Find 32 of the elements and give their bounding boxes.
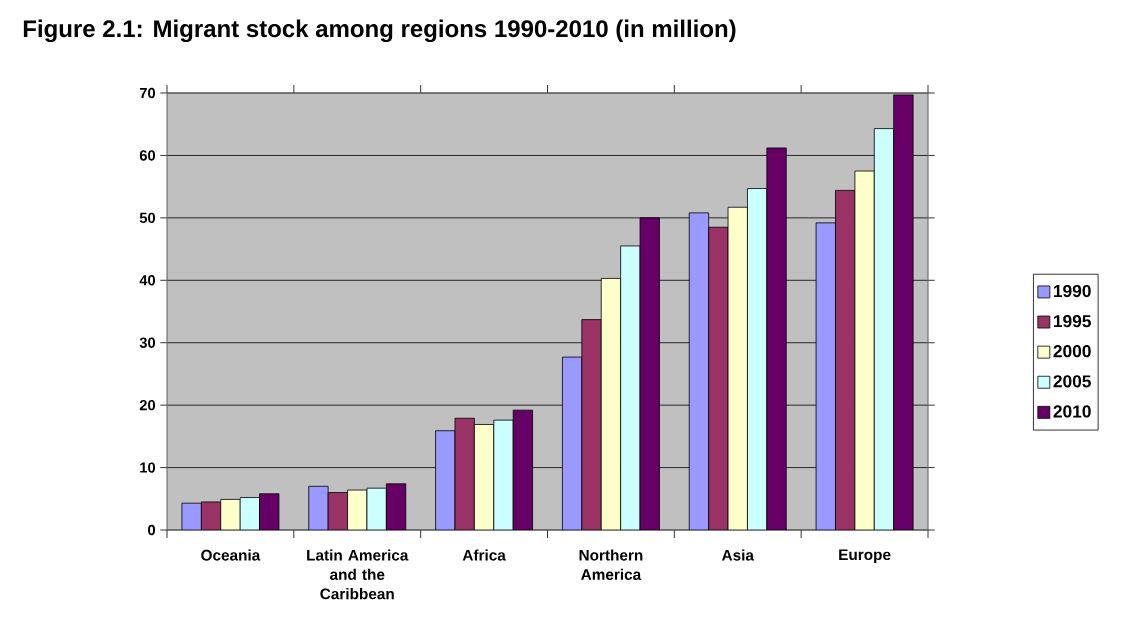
x-tick-label: Oceania [201, 549, 261, 561]
chart-title: Figure 2.1: Migrant stock among regions 1990-2010 (in million) [23, 19, 736, 43]
bar [620, 245, 641, 530]
bar [815, 222, 836, 530]
y-tick-label: 30 [139, 337, 156, 348]
legend-label: 2005 [1053, 375, 1091, 388]
x-tick-label: Latin America and the Caribbean [307, 549, 409, 600]
y-tick-label: 70 [139, 87, 156, 99]
y-tick-label: 10 [140, 462, 156, 473]
y-tick-label: 50 [139, 212, 156, 224]
legend-label: 2000 [1053, 345, 1091, 358]
y-tick-label: 40 [139, 275, 156, 286]
y-tick-label: 60 [139, 150, 156, 161]
bar [873, 128, 895, 530]
bar [835, 190, 856, 530]
bar [435, 430, 456, 530]
x-tick-label: Northern America [579, 549, 643, 580]
x-tick-label: Africa [462, 549, 506, 561]
y-tick-label: 0 [148, 524, 156, 536]
x-tick-label: Europe [839, 549, 891, 564]
bar [708, 226, 729, 530]
bar [493, 419, 514, 530]
bar [747, 188, 768, 530]
bar [581, 319, 602, 530]
y-tick-label: 20 [139, 399, 156, 411]
legend-label: 2010 [1053, 405, 1091, 418]
x-tick-label: Asia [721, 549, 755, 561]
legend-label: 1995 [1053, 314, 1091, 328]
legend-label: 1990 [1053, 284, 1091, 298]
bar [688, 212, 710, 530]
bar [454, 417, 475, 530]
bar [562, 356, 583, 530]
